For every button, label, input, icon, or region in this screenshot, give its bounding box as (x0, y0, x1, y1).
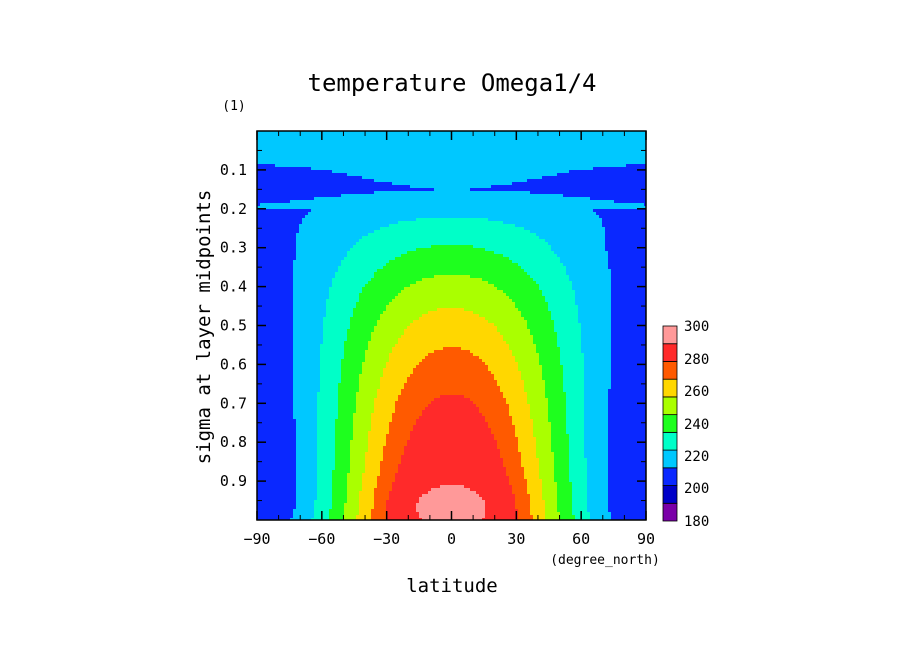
x-units-label: (degree_north) (550, 553, 660, 568)
colorbar-swatch (663, 468, 677, 486)
x-tick-label: 30 (507, 530, 525, 548)
colorbar-swatch (663, 503, 677, 521)
y-tick-label: 0.4 (220, 278, 247, 296)
y-tick-label: 0.9 (220, 472, 247, 490)
x-tick-label: −60 (308, 530, 335, 548)
colorbar: 180 200 220 240 260 280 300 (663, 319, 709, 530)
y-tick-label: 0.8 (220, 433, 247, 451)
colorbar-swatch (663, 450, 677, 468)
x-tick-label: 0 (447, 530, 456, 548)
temperature-field (257, 131, 648, 522)
y-tick-label: 0.6 (220, 355, 247, 373)
y-tick-label: 0.3 (220, 239, 247, 257)
x-tick-label: 90 (637, 530, 655, 548)
colorbar-swatch (663, 344, 677, 362)
y-axis-label: sigma at layer midpoints (193, 190, 215, 465)
x-axis-label: latitude (406, 575, 498, 597)
colorbar-label: 220 (684, 449, 709, 465)
colorbar-label: 200 (684, 481, 709, 497)
y-tick-label: 0.1 (220, 161, 247, 179)
colorbar-label: 300 (684, 319, 709, 335)
colorbar-swatch (663, 379, 677, 397)
colorbar-swatch (663, 432, 677, 450)
colorbar-swatch (663, 415, 677, 433)
colorbar-label: 260 (684, 384, 709, 400)
y-tick-label: 0.2 (220, 200, 247, 218)
colorbar-swatch (663, 326, 677, 344)
y-tick-label: 0.5 (220, 317, 247, 335)
y-units-label: (1) (222, 99, 245, 114)
x-tick-label: −30 (373, 530, 400, 548)
colorbar-label: 180 (684, 514, 709, 530)
x-tick-label: 60 (572, 530, 590, 548)
colorbar-swatch (663, 397, 677, 415)
colorbar-swatch (663, 361, 677, 379)
colorbar-label: 280 (684, 352, 709, 368)
chart-title: temperature Omega1/4 (308, 69, 597, 97)
y-tick-label: 0.7 (220, 394, 247, 412)
colorbar-label: 240 (684, 417, 709, 433)
colorbar-swatch (663, 486, 677, 504)
x-tick-label: −90 (243, 530, 270, 548)
